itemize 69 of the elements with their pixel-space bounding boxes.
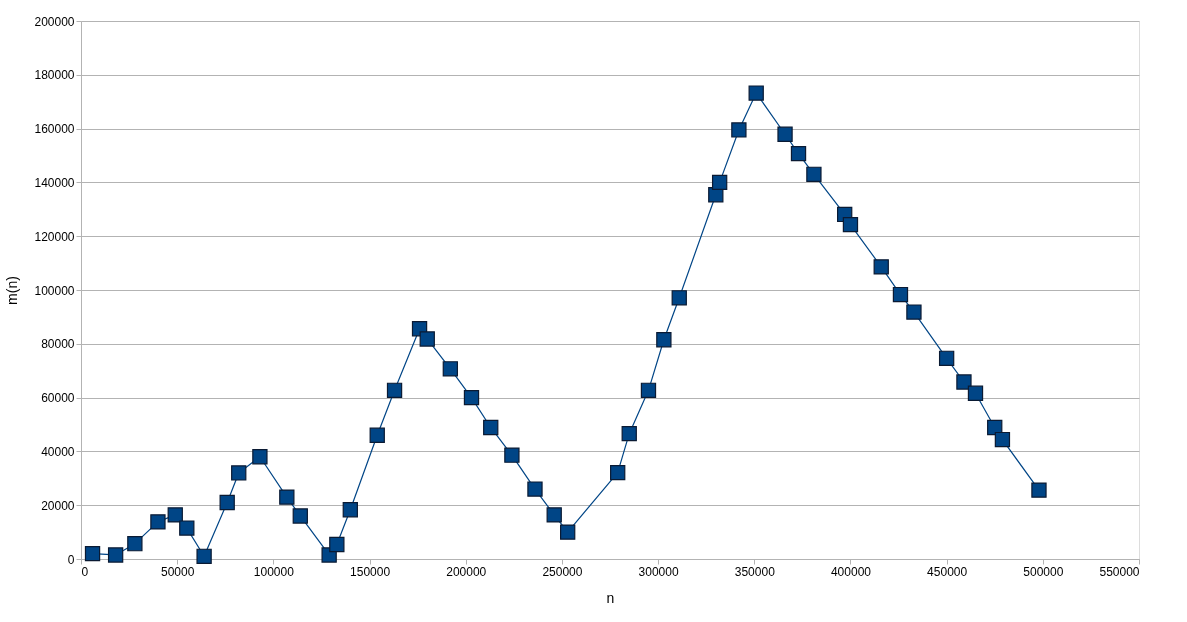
point	[84, 545, 101, 562]
x-tick-label: 150000	[350, 564, 391, 579]
y-tick-label: 140000	[34, 175, 75, 190]
point	[150, 514, 166, 530]
x-tick-label: 550000	[1099, 564, 1140, 579]
point	[560, 524, 576, 540]
point	[938, 350, 955, 366]
x-tick-label: 50000	[160, 564, 195, 579]
point	[546, 507, 562, 523]
point	[167, 507, 183, 523]
y-tick-label: 160000	[34, 122, 75, 137]
point	[342, 502, 358, 518]
point	[279, 489, 295, 505]
point	[892, 286, 909, 303]
point	[369, 427, 385, 443]
point	[842, 216, 859, 233]
point	[252, 449, 268, 465]
point	[386, 382, 403, 399]
point	[994, 431, 1011, 448]
point	[292, 508, 308, 524]
point	[483, 419, 499, 436]
point	[731, 122, 747, 138]
point	[127, 536, 143, 552]
point	[610, 464, 626, 481]
point	[463, 389, 480, 406]
x-tick-label: 350000	[734, 564, 776, 579]
point	[806, 166, 822, 182]
x-tick-label: 200000	[446, 564, 487, 579]
x-tick-label: 250000	[542, 564, 583, 579]
y-tick-label: 100000	[34, 283, 75, 298]
x-tick-label: 400000	[830, 564, 872, 579]
point	[671, 290, 687, 306]
x-tick-label: 300000	[638, 564, 679, 579]
point	[219, 494, 235, 511]
x-tick-label: 500000	[1023, 564, 1064, 579]
y-axis-title: m(n)	[4, 276, 21, 305]
x-axis-title: n	[606, 589, 615, 606]
point	[179, 520, 195, 536]
y-tick-label: 200000	[34, 14, 75, 29]
y-tick-label: 40000	[41, 444, 75, 459]
point	[621, 425, 637, 442]
point	[748, 85, 764, 101]
point	[419, 331, 435, 347]
y-tick-label: 20000	[41, 498, 75, 513]
point	[107, 547, 124, 563]
y-tick-label: 80000	[41, 337, 75, 352]
y-tick-label: 0	[67, 552, 75, 567]
point	[967, 385, 984, 401]
y-tick-label: 120000	[34, 229, 75, 244]
point	[873, 259, 889, 275]
point	[777, 126, 793, 142]
point	[231, 465, 247, 481]
y-tick-label: 60000	[41, 391, 75, 406]
x-tick-label: 0	[81, 564, 89, 579]
point	[790, 145, 807, 162]
point	[711, 174, 728, 191]
point	[442, 361, 459, 377]
point	[527, 481, 543, 497]
y-tick-label: 180000	[34, 68, 75, 83]
x-tick-label: 450000	[927, 564, 968, 579]
point	[196, 548, 212, 564]
point	[656, 332, 672, 348]
point	[1031, 482, 1047, 498]
point	[504, 447, 520, 463]
x-tick-label: 100000	[253, 564, 295, 579]
point	[956, 374, 972, 390]
point	[329, 536, 345, 553]
point	[906, 304, 922, 320]
point	[640, 382, 657, 399]
